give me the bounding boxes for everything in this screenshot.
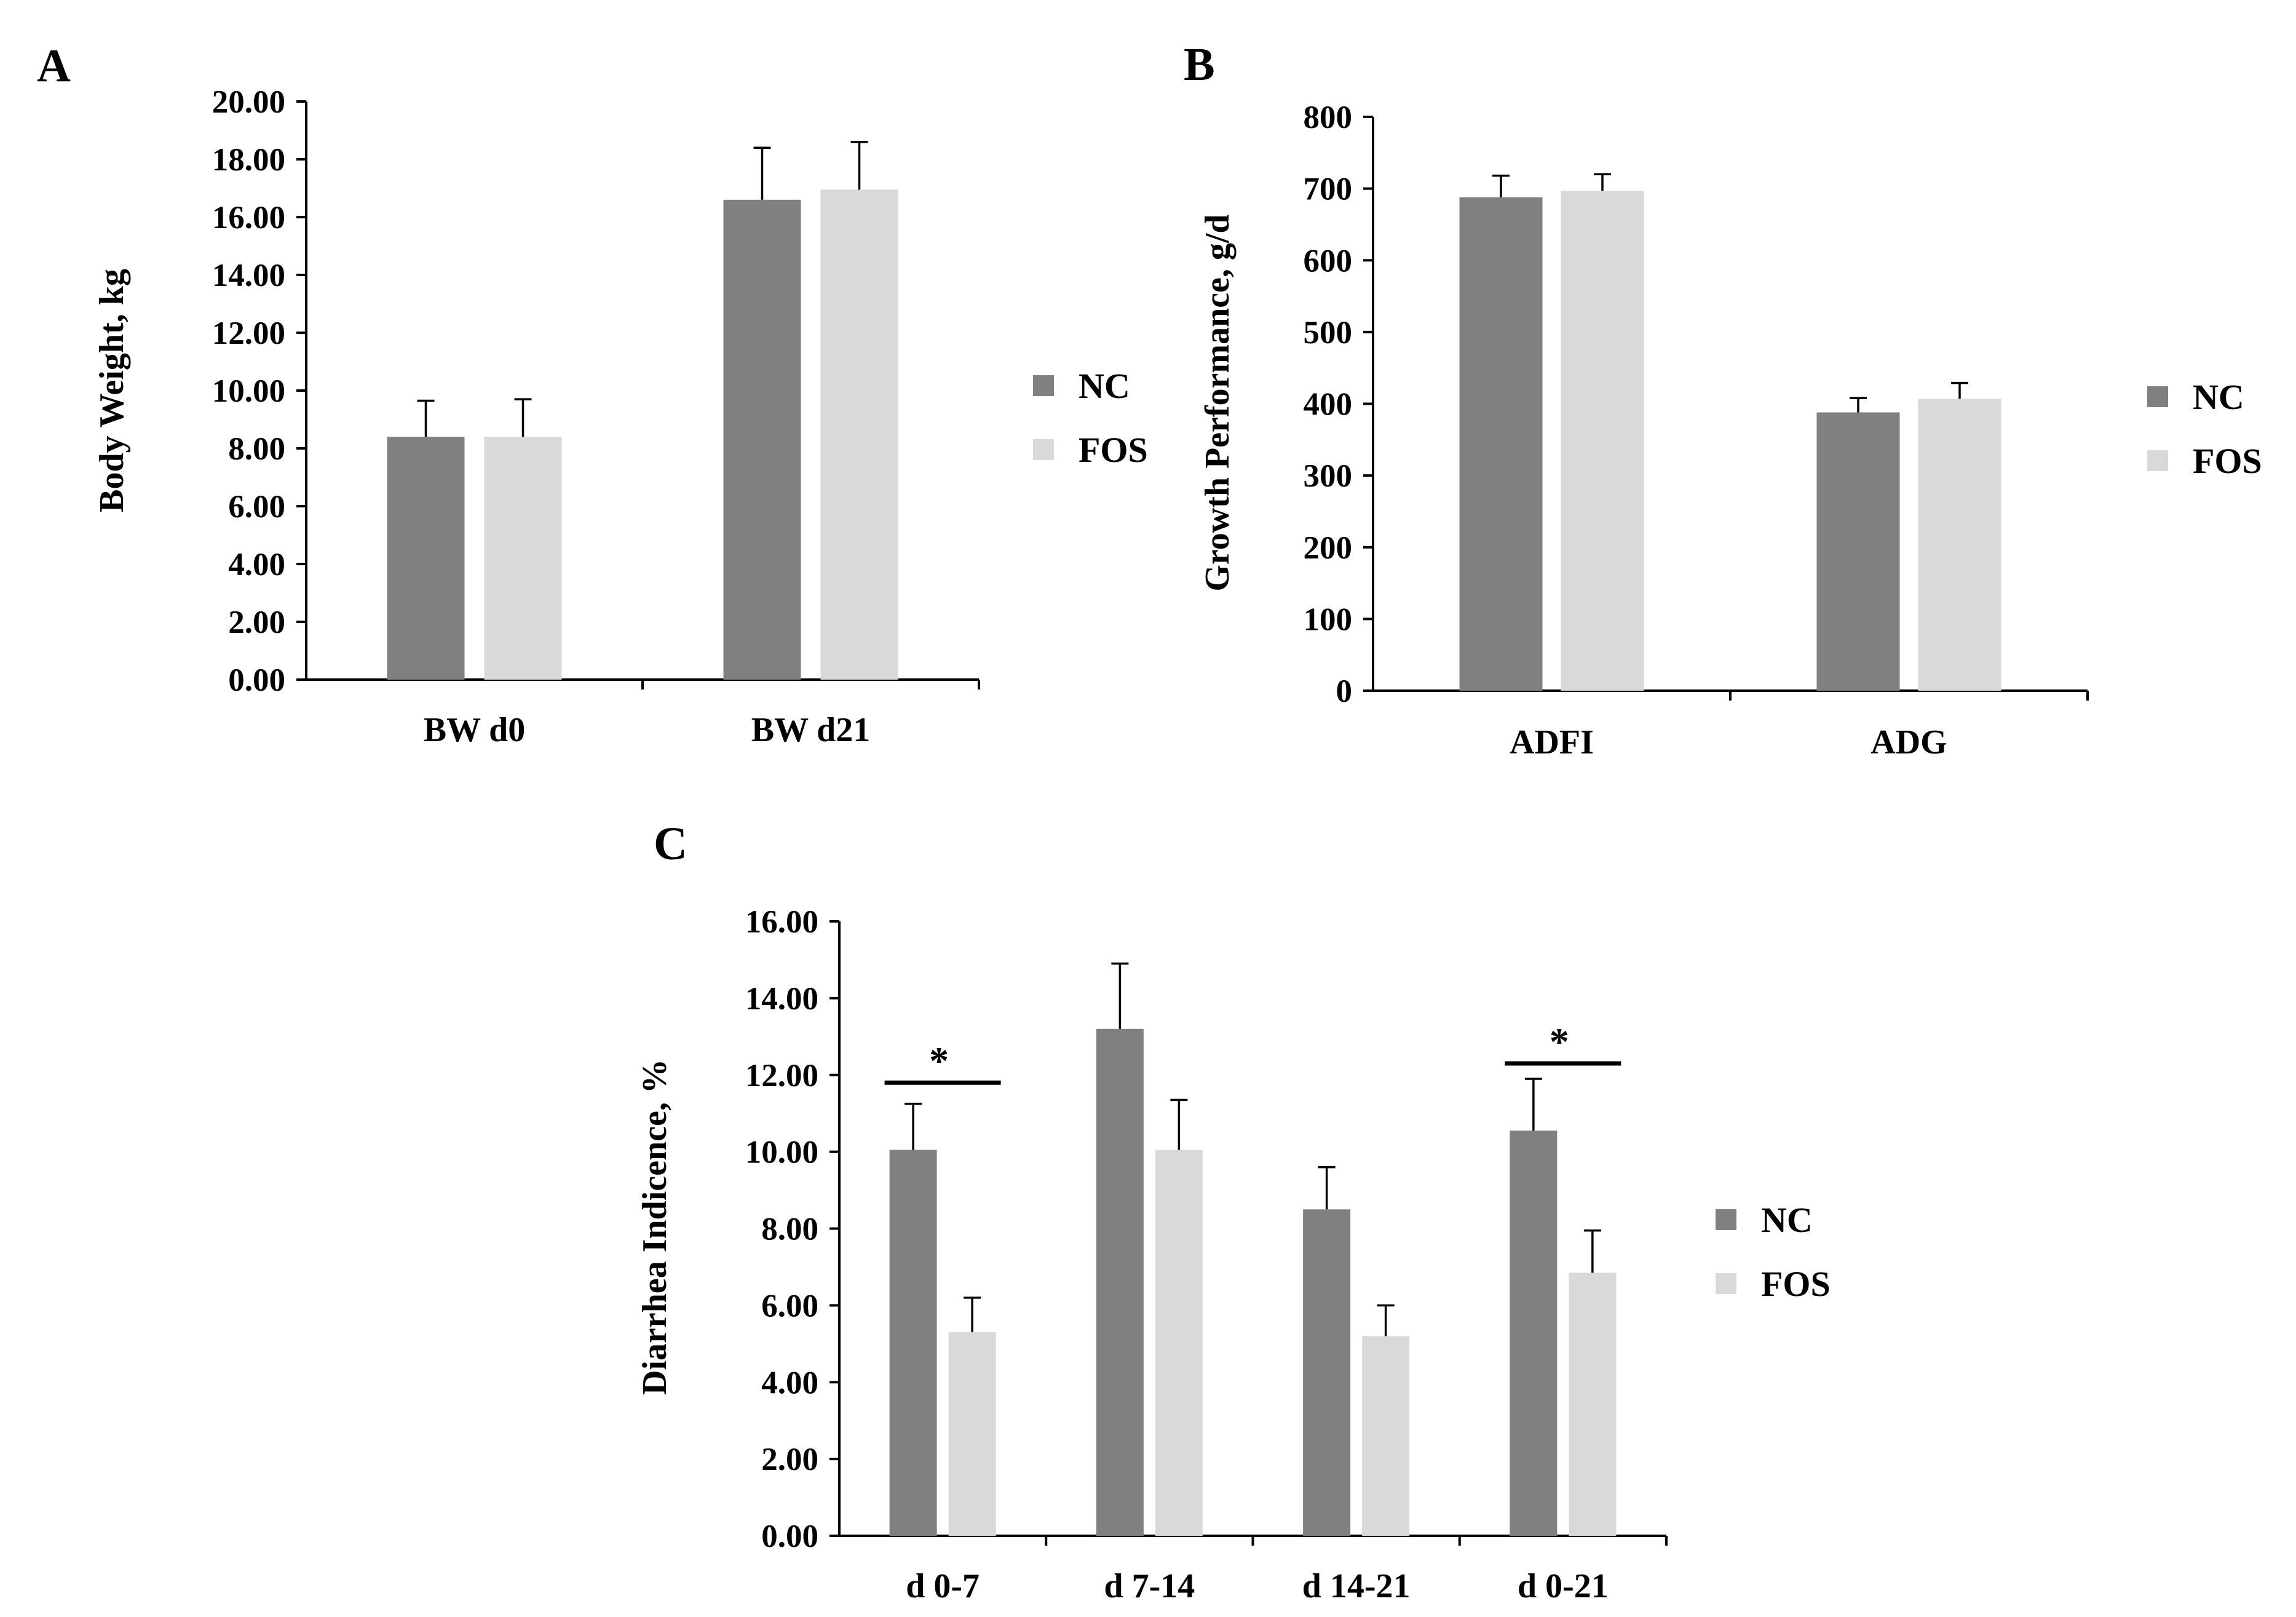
panel-a-legend-swatch-fos	[1033, 439, 1054, 460]
panel-a-legend-swatch-nc	[1033, 375, 1054, 396]
panel-b-legend-label-fos: FOS	[2193, 441, 2262, 481]
panel-c-y-tick-label: 6.00	[761, 1288, 818, 1324]
panel-c-legend-swatch-fos	[1716, 1273, 1736, 1294]
panel-c-bar-nc-d-14-21	[1303, 1209, 1351, 1536]
panel-c-category-label: d 0-21	[1518, 1567, 1609, 1605]
panel-c-bar-nc-d-0-7	[889, 1150, 937, 1536]
panel-b-y-tick-label: 0	[1336, 673, 1353, 709]
panel-b-legend-swatch-fos	[2147, 450, 2168, 471]
panel-a-bar-nc-bw-d21	[723, 199, 801, 680]
panel-b-y-tick-label: 200	[1304, 530, 1353, 566]
panel-a-y-tick-label: 20.00	[212, 84, 285, 120]
panel-b-legend-swatch-nc	[2147, 386, 2168, 407]
panel-c-bar-fos-d-7-14	[1155, 1150, 1203, 1536]
panel-b-legend-label-nc: NC	[2193, 377, 2244, 417]
panel-c-bar-fos-d-0-21	[1569, 1273, 1617, 1536]
panel-c-y-tick-label: 0.00	[761, 1519, 818, 1554]
panel-c-bar-fos-d-14-21	[1362, 1336, 1410, 1536]
panel-b-bar-nc-adg	[1816, 412, 1900, 691]
panel-a-letter: A	[37, 40, 71, 92]
panel-c-legend-swatch-nc	[1716, 1209, 1736, 1230]
panel-a-category-label: BW d0	[424, 711, 525, 749]
panel-b-bar-nc-adfi	[1459, 197, 1543, 691]
panel-b-bar-fos-adfi	[1561, 191, 1644, 691]
panel-c-category-label: d 0-7	[906, 1567, 980, 1605]
panel-c-significance-mark: *	[1550, 1020, 1569, 1063]
panel-b-category-label: ADFI	[1510, 723, 1594, 761]
panel-c-y-tick-label: 2.00	[761, 1442, 818, 1477]
panel-b-chart: B 0 100 200 300 400 500 600 700 800 Growth Perform…	[1184, 39, 2262, 761]
panel-b-y-tick-label: 600	[1304, 243, 1353, 279]
panel-a-chart: A 0.00 2.00 4.00 6.00 8.00 10.00 12.00 14.00 16.0…	[37, 40, 1148, 749]
panel-a-bar-fos-bw-d0	[484, 437, 562, 680]
panel-a-y-tick-label: 18.00	[212, 142, 285, 178]
panel-c-y-tick-label: 4.00	[761, 1365, 818, 1400]
panel-c-category-label: d 14-21	[1302, 1567, 1411, 1605]
panel-c-legend-label-fos: FOS	[1761, 1264, 1831, 1304]
panel-a-bar-fos-bw-d21	[820, 189, 898, 680]
panel-b-y-tick-label: 100	[1304, 602, 1353, 637]
panel-a-y-tick-label: 8.00	[228, 431, 285, 467]
panel-c-legend-label-nc: NC	[1761, 1200, 1813, 1240]
panel-c-y-tick-label: 8.00	[761, 1212, 818, 1247]
panel-a-y-axis-title: Body Weight, kg	[93, 269, 131, 512]
panel-c-category-label: d 7-14	[1104, 1567, 1195, 1605]
panel-a-y-tick-label: 4.00	[228, 547, 285, 582]
panel-a-category-label: BW d21	[751, 711, 870, 749]
panel-c-letter: C	[654, 818, 687, 870]
panel-a-legend-label-fos: FOS	[1079, 430, 1148, 470]
panel-c-y-tick-label: 10.00	[745, 1135, 818, 1170]
panel-b-y-tick-label: 700	[1304, 172, 1353, 207]
panel-c-y-tick-label: 16.00	[745, 904, 818, 940]
panel-b-y-tick-label: 500	[1304, 315, 1353, 351]
panel-a-y-tick-label: 10.00	[212, 373, 285, 409]
panel-a-y-tick-label: 6.00	[228, 489, 285, 525]
panel-b-y-tick-label: 300	[1304, 458, 1353, 494]
panel-c-y-axis-title: Diarrhea Indicence, %	[636, 1059, 674, 1395]
panel-c-y-tick-label: 12.00	[745, 1058, 818, 1094]
panel-b-letter: B	[1184, 39, 1215, 90]
panel-a-y-tick-label: 0.00	[228, 662, 285, 698]
panel-a-legend-label-nc: NC	[1079, 366, 1130, 406]
panel-c-bar-fos-d-0-7	[948, 1332, 996, 1536]
panel-c-bar-nc-d-7-14	[1096, 1028, 1144, 1536]
panel-b-y-axis-title: Growth Performance, g/d	[1198, 214, 1237, 591]
panel-c-y-tick-label: 14.00	[745, 981, 818, 1017]
panel-c-bar-nc-d-0-21	[1510, 1130, 1558, 1536]
panel-b-category-label: ADG	[1870, 723, 1947, 761]
panel-a-y-tick-label: 14.00	[212, 258, 285, 293]
panel-a-y-tick-label: 2.00	[228, 605, 285, 640]
panel-b-y-tick-label: 400	[1304, 387, 1353, 423]
panel-c-chart: C 0.00 2.00 4.00 6.00 8.00 10.00 12.00 14.00 16.0…	[636, 818, 1831, 1605]
panel-b-bar-fos-adg	[1918, 399, 2001, 691]
panel-a-bar-nc-bw-d0	[387, 437, 465, 680]
panel-c-significance-mark: *	[929, 1039, 949, 1083]
panel-b-y-tick-label: 800	[1304, 100, 1353, 135]
panel-a-y-tick-label: 16.00	[212, 200, 285, 236]
panel-a-y-tick-label: 12.00	[212, 316, 285, 351]
